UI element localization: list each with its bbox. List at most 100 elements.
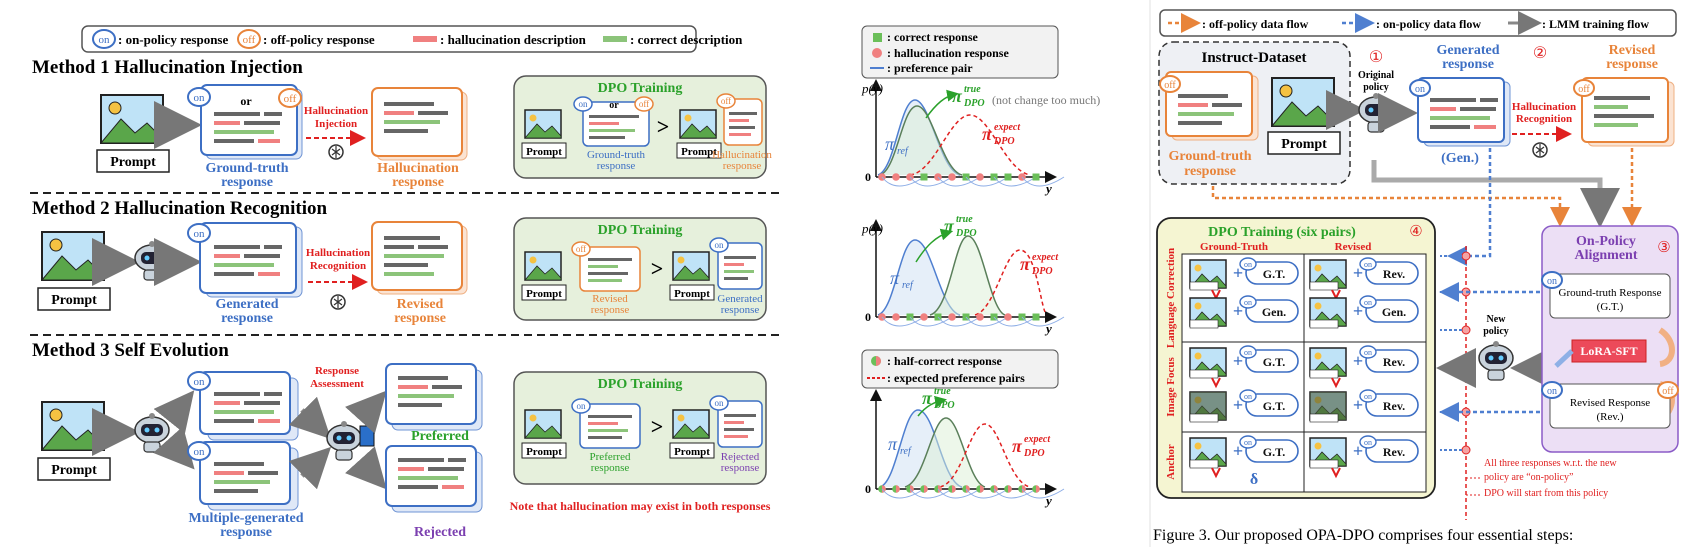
step-4: ④ xyxy=(1409,224,1422,240)
svg-text:on: on xyxy=(1244,348,1252,357)
svg-text:>: > xyxy=(651,256,664,281)
dpo-six-title: DPO Training (six pairs) xyxy=(1208,225,1356,240)
col-gt: Ground-Truth xyxy=(1200,241,1268,253)
method2-out-line1: Revised xyxy=(397,297,444,312)
revised-response: Revised response off xyxy=(1573,43,1675,147)
method3-dpo-title: DPO Training xyxy=(598,377,683,392)
plot-legend-halluc: : hallucination response xyxy=(887,46,1009,60)
plot1-pi-true: π true DPO xyxy=(952,84,985,109)
svg-text:off: off xyxy=(1662,386,1674,397)
policy-note: All three responses w.r.t. the new polic… xyxy=(1466,458,1617,499)
plot1-pi-ref: π ref xyxy=(885,134,909,157)
method3-multi-line2: response xyxy=(220,525,272,540)
svg-text:π: π xyxy=(1020,254,1031,274)
rev-resp-line2: (Rev.) xyxy=(1596,411,1623,423)
svg-text:DPO: DPO xyxy=(1031,266,1053,277)
gt-resp-line1: Ground-truth Response xyxy=(1559,287,1662,299)
plot-legend-1: : correct response : hallucination respo… xyxy=(861,25,1059,79)
plot2-pi-exp: π expect DPO xyxy=(1020,252,1059,277)
svg-text:Gen.: Gen. xyxy=(1262,305,1286,319)
svg-text:0: 0 xyxy=(865,170,871,184)
generated-response: Generated response on (Gen.) xyxy=(1409,43,1511,166)
svg-text:off: off xyxy=(1578,84,1590,95)
svg-text:on: on xyxy=(1244,298,1252,307)
recog-line1: Hallucination xyxy=(1512,101,1576,113)
method1-prompt: Prompt xyxy=(110,155,156,170)
svg-text:on: on xyxy=(1244,438,1252,447)
plot2-pi-ref: π ref xyxy=(890,268,914,291)
svg-text:π: π xyxy=(922,388,933,408)
legend-lmm-flow: : LMM training flow xyxy=(1542,17,1649,31)
svg-text:p(y): p(y) xyxy=(861,81,883,96)
legend-left: on : on-policy response off : off-policy… xyxy=(81,25,743,53)
svg-text:π: π xyxy=(944,216,955,236)
svg-text:off: off xyxy=(639,99,649,109)
svg-text:+: + xyxy=(1353,441,1363,461)
lora-sft: LoRA-SFT xyxy=(1580,344,1637,358)
svg-text:+: + xyxy=(1233,441,1243,461)
method3-dpo-left-line1: Preferred xyxy=(590,451,631,463)
svg-text:G.T.: G.T. xyxy=(1263,267,1285,281)
svg-text:Prompt: Prompt xyxy=(526,146,562,158)
svg-text:+: + xyxy=(1233,351,1243,371)
svg-text:δ: δ xyxy=(1250,471,1258,488)
onpa-line1: On-Policy xyxy=(1576,234,1636,249)
svg-text:true: true xyxy=(964,84,981,95)
svg-text:y: y xyxy=(1044,181,1052,196)
right-figure: : off-policy data flow : on-policy data … xyxy=(1153,9,1679,544)
plot1-not-change: (not change too much) xyxy=(992,93,1100,107)
svg-text:Rev.: Rev. xyxy=(1383,399,1405,413)
legend-halluc-label: : hallucination description xyxy=(440,32,587,47)
svg-text:on: on xyxy=(1547,276,1557,287)
svg-text:Prompt: Prompt xyxy=(526,446,562,458)
method1-dpo-right-line1: Hallucination xyxy=(712,149,772,161)
figure-caption: Figure 3. Our proposed OPA-DPO comprises… xyxy=(1153,527,1573,544)
svg-text:Prompt: Prompt xyxy=(674,288,710,300)
instruct-title: Instruct-Dataset xyxy=(1202,50,1307,66)
svg-text:p(y): p(y) xyxy=(861,221,883,236)
svg-text:0: 0 xyxy=(865,482,871,496)
new-line2: policy xyxy=(1483,326,1509,337)
svg-text:G.T.: G.T. xyxy=(1263,399,1285,413)
method3-prompt: Prompt xyxy=(51,463,97,478)
svg-text:on: on xyxy=(1364,260,1372,269)
plot2-pi-true: π true DPO xyxy=(944,214,977,239)
plot3-pi-exp: π expect DPO xyxy=(1012,434,1051,459)
row-lang: Language Correction xyxy=(1165,248,1177,348)
svg-text:on: on xyxy=(194,446,206,458)
method1-arrow-line1: Hallucination xyxy=(304,105,368,117)
svg-text:on: on xyxy=(579,99,589,109)
method1-out-line1: Hallucination xyxy=(377,161,459,176)
svg-text:off: off xyxy=(576,244,586,254)
svg-text:expect: expect xyxy=(1032,252,1059,263)
rev-resp-line1: Revised Response xyxy=(1570,397,1650,409)
svg-text:on: on xyxy=(1364,348,1372,357)
svg-text:π: π xyxy=(982,124,993,144)
method1-out-line2: response xyxy=(392,175,444,190)
new-line1: New xyxy=(1487,314,1507,325)
plot3-pi-true: π true DPO xyxy=(922,386,955,411)
svg-text:Rev.: Rev. xyxy=(1383,355,1405,369)
right-gen-line1: Generated xyxy=(1437,43,1500,58)
svg-text:DPO: DPO xyxy=(955,228,977,239)
svg-text:on: on xyxy=(715,398,725,408)
svg-text:π: π xyxy=(885,134,895,154)
method2-arrow-line2: Recognition xyxy=(310,260,366,272)
row-anchor: Anchor xyxy=(1165,444,1177,480)
instruct-gt-line1: Ground-truth xyxy=(1169,149,1252,164)
method1-gt-line1: Ground-truth xyxy=(206,161,289,176)
method-2: Method 2 Hallucination Recognition Promp… xyxy=(32,198,767,326)
method1-or: or xyxy=(240,94,252,108)
svg-text:+: + xyxy=(1233,263,1243,283)
plot-2: p(y) 0 y π true DPO π ref π expect DPO xyxy=(861,214,1065,336)
plot-legend-half: : half-correct response xyxy=(887,354,1003,368)
method3-note: Note that hallucination may exist in bot… xyxy=(510,499,771,513)
method3-dpo-left-line2: response xyxy=(591,462,630,474)
method3-title: Method 3 Self Evolution xyxy=(32,340,229,361)
method3-dpo-right-line1: Rejected xyxy=(721,451,760,463)
method1-arrow-line2: Injection xyxy=(315,118,357,130)
svg-text:on: on xyxy=(194,92,206,104)
legend-on-label: : on-policy response xyxy=(118,32,228,47)
method2-title: Method 2 Hallucination Recognition xyxy=(32,198,327,219)
